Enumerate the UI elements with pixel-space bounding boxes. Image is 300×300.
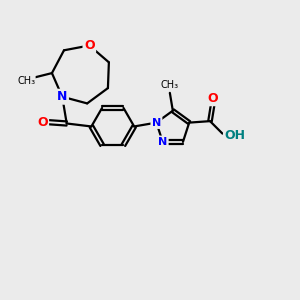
Text: N: N xyxy=(57,90,68,103)
Text: CH₃: CH₃ xyxy=(17,76,35,86)
Text: N: N xyxy=(152,118,161,128)
Text: O: O xyxy=(208,92,218,105)
Text: OH: OH xyxy=(224,130,245,142)
Text: N: N xyxy=(158,137,167,147)
Text: O: O xyxy=(84,39,94,52)
Text: O: O xyxy=(37,116,48,128)
Text: CH₃: CH₃ xyxy=(161,80,179,90)
